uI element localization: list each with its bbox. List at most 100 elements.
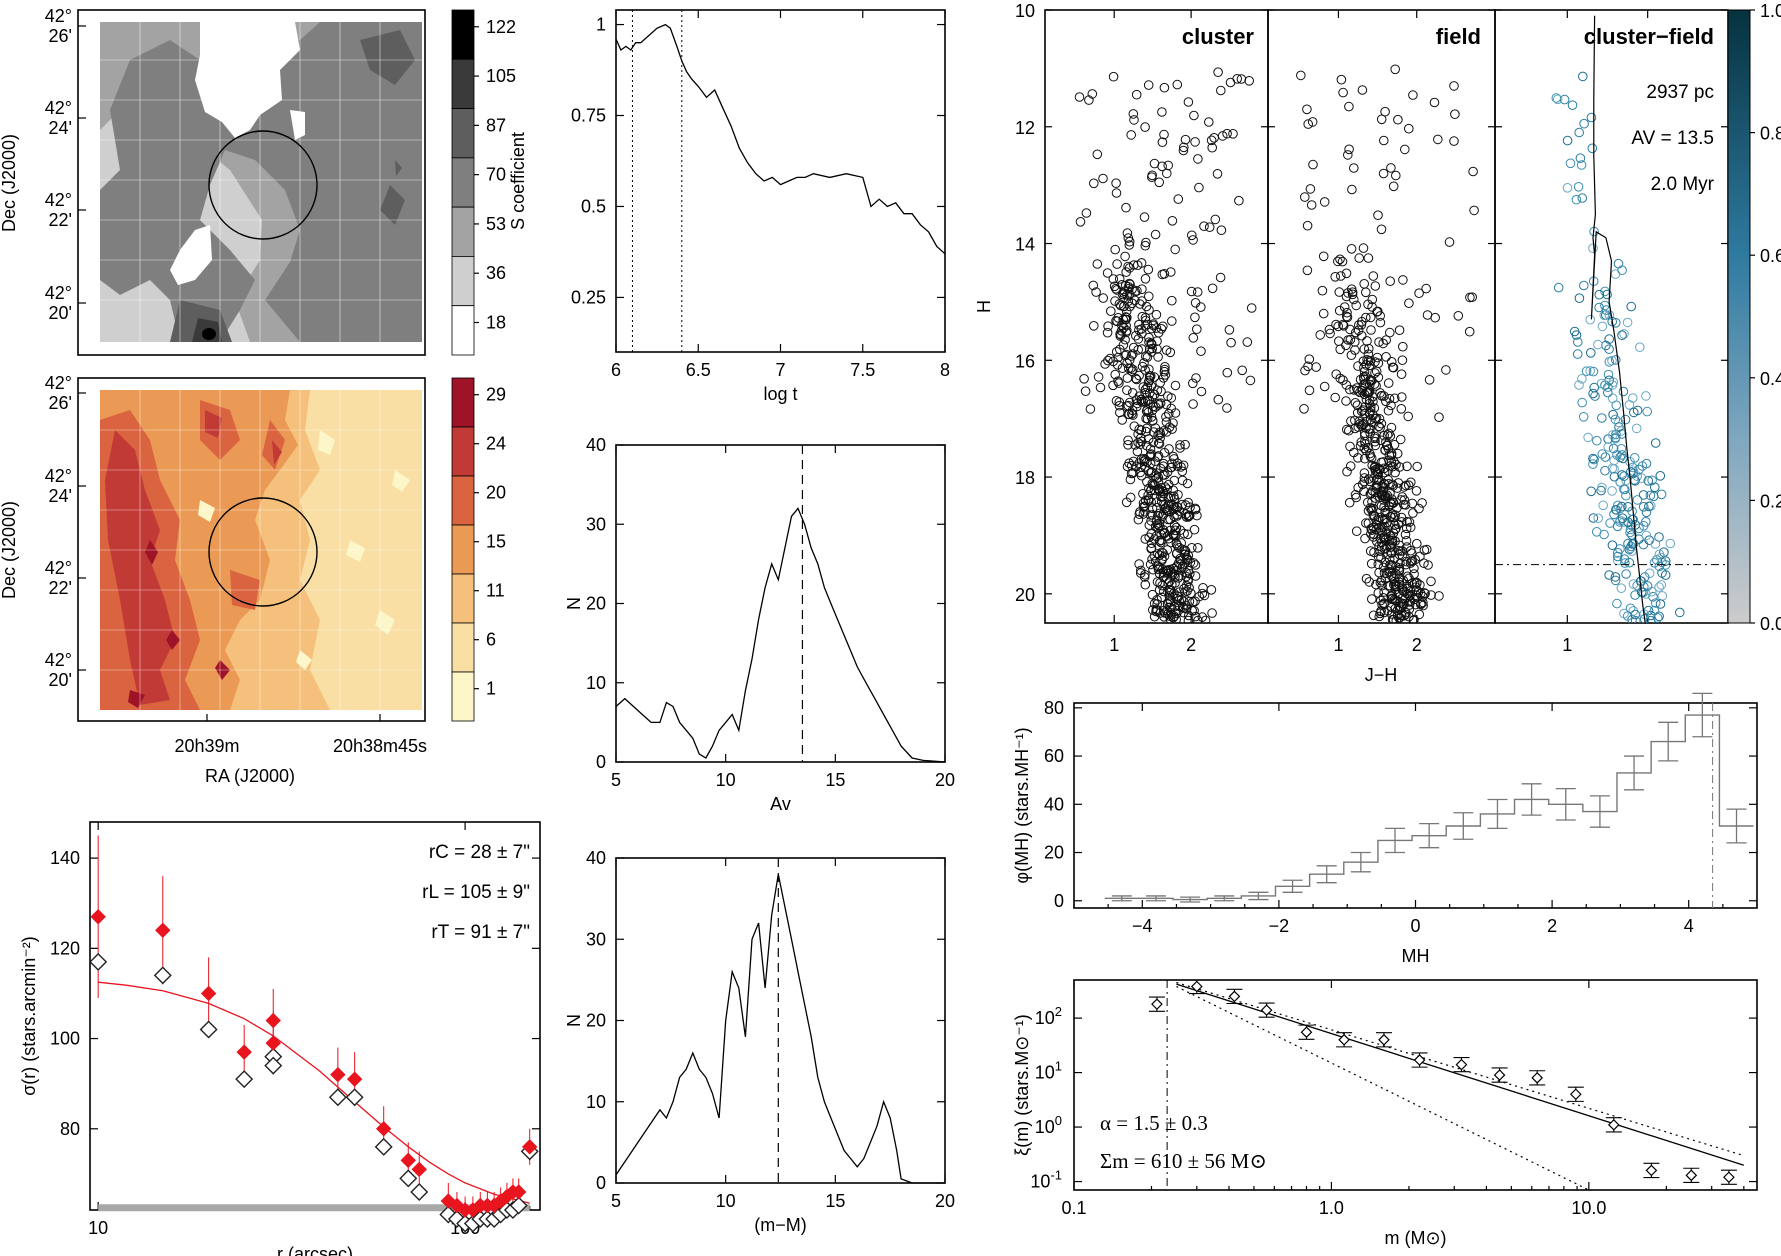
cmd-star bbox=[1656, 552, 1666, 563]
cmd-star bbox=[1228, 129, 1238, 139]
cmd-star bbox=[1190, 298, 1201, 308]
cmd-star bbox=[1306, 200, 1317, 210]
cmd-star bbox=[1120, 251, 1130, 262]
cmd-star bbox=[1183, 610, 1194, 621]
rdp-open-point bbox=[153, 966, 172, 985]
cmd-star bbox=[1396, 517, 1407, 527]
cmd-star bbox=[1169, 475, 1180, 486]
cmd-points bbox=[1074, 67, 1257, 623]
cmd-star bbox=[1373, 210, 1383, 220]
cmd-star bbox=[1143, 264, 1154, 275]
cmd-star bbox=[1369, 529, 1379, 540]
cmd-star bbox=[1625, 603, 1636, 614]
rdp-open-point bbox=[345, 1088, 364, 1107]
lf-xlabel: MH bbox=[1402, 946, 1430, 966]
cmd-star bbox=[1093, 372, 1104, 382]
dec-tick-deg: 42° bbox=[45, 6, 72, 26]
cmd-star bbox=[1635, 342, 1645, 353]
cmd-star bbox=[1572, 349, 1583, 359]
cmd-star bbox=[1578, 412, 1589, 422]
cmd-star bbox=[1625, 527, 1635, 538]
cmd-star bbox=[1115, 331, 1126, 341]
cmd-star bbox=[1638, 502, 1649, 512]
cmd-star bbox=[1149, 372, 1160, 382]
cmd-star bbox=[1182, 529, 1193, 540]
cmd-star bbox=[1391, 170, 1401, 181]
cmd-star bbox=[1364, 409, 1375, 419]
cmd-star bbox=[1373, 552, 1384, 562]
dec-tick-min: 20' bbox=[49, 303, 72, 323]
chart-panels: 1010080100120140rC = 28 ± 7"rL = 105 ± 9… bbox=[19, 1, 1781, 1256]
cmd-star bbox=[1464, 326, 1475, 337]
cmd-star bbox=[1611, 504, 1621, 515]
map1-dec-ticks: 42°26'42°24'42°22'42°20' bbox=[45, 6, 86, 323]
cmd-star bbox=[1196, 386, 1207, 397]
cmd-star bbox=[1159, 129, 1169, 140]
cmd-star bbox=[1346, 416, 1356, 426]
scoef-line bbox=[615, 23, 946, 255]
cmd-star bbox=[1389, 457, 1399, 467]
cmd-star bbox=[1174, 543, 1185, 553]
cmd-star bbox=[1187, 543, 1197, 553]
map2-colorbar: 29 24 20 15 11 6 1 bbox=[451, 377, 506, 722]
cmd-star bbox=[1389, 440, 1400, 450]
cmd-star bbox=[1575, 153, 1586, 163]
cmd-star bbox=[1645, 490, 1656, 501]
cmd-star bbox=[1361, 287, 1371, 298]
cmd-star bbox=[1134, 424, 1145, 435]
cmd-star bbox=[1167, 316, 1177, 326]
cmd-star bbox=[1613, 548, 1623, 558]
cmd-star bbox=[1146, 412, 1157, 422]
cmd-star bbox=[1144, 337, 1154, 348]
cmd-star bbox=[1140, 122, 1150, 132]
cmd-star bbox=[1597, 413, 1607, 423]
cmd-star bbox=[1338, 375, 1348, 386]
cmd-star bbox=[1110, 296, 1120, 306]
dec-tick-deg: 42° bbox=[45, 558, 72, 578]
cmd-star bbox=[1111, 396, 1122, 406]
cmd-star bbox=[1388, 528, 1399, 538]
cmd-star bbox=[1175, 443, 1185, 453]
cmd-star bbox=[1119, 301, 1129, 312]
cmd-star bbox=[1650, 438, 1661, 448]
cmd-star bbox=[1092, 259, 1103, 269]
cmd-star bbox=[1567, 100, 1578, 110]
cmd-star bbox=[1346, 350, 1357, 361]
cmd-star bbox=[1190, 312, 1200, 323]
cmd-star bbox=[1341, 340, 1351, 351]
cmd-star bbox=[1197, 612, 1208, 622]
cmd-star bbox=[1131, 89, 1142, 100]
cmd-star bbox=[1153, 430, 1163, 441]
colorbar-tick-label: 11 bbox=[486, 581, 505, 601]
cmd-star bbox=[1360, 439, 1370, 449]
cmd-star bbox=[1302, 220, 1313, 231]
cmd-star bbox=[1577, 397, 1587, 408]
cmd-star bbox=[1374, 512, 1384, 523]
cmd-star bbox=[1193, 154, 1203, 164]
cmd-star bbox=[1616, 583, 1627, 594]
cmd-star bbox=[1394, 613, 1404, 623]
cmd-star bbox=[1151, 309, 1162, 320]
colorbar-swatch bbox=[451, 305, 475, 356]
x-tick-label: 10 bbox=[716, 1191, 736, 1211]
cmd-star bbox=[1160, 370, 1171, 380]
cmd-star bbox=[1350, 345, 1360, 355]
isochrone-line bbox=[1590, 15, 1646, 624]
cmd-star bbox=[1124, 289, 1135, 300]
cmd-star bbox=[1578, 71, 1588, 82]
cmd-star bbox=[1366, 558, 1377, 569]
cmd-star bbox=[1139, 212, 1150, 222]
cmd-star bbox=[1412, 538, 1422, 549]
cmd-star bbox=[1089, 178, 1099, 189]
cmd-star bbox=[1172, 79, 1183, 90]
cmd-star bbox=[1134, 370, 1144, 381]
lf-errorbar bbox=[1521, 783, 1542, 816]
cmd-star bbox=[1333, 321, 1343, 332]
lf-errorbar bbox=[1214, 895, 1235, 902]
mf-point bbox=[1190, 980, 1203, 993]
cluster-circle-map2 bbox=[208, 497, 318, 607]
cmd-star bbox=[1330, 272, 1340, 282]
cmd-star bbox=[1386, 357, 1397, 367]
cmd-star bbox=[1168, 418, 1178, 428]
